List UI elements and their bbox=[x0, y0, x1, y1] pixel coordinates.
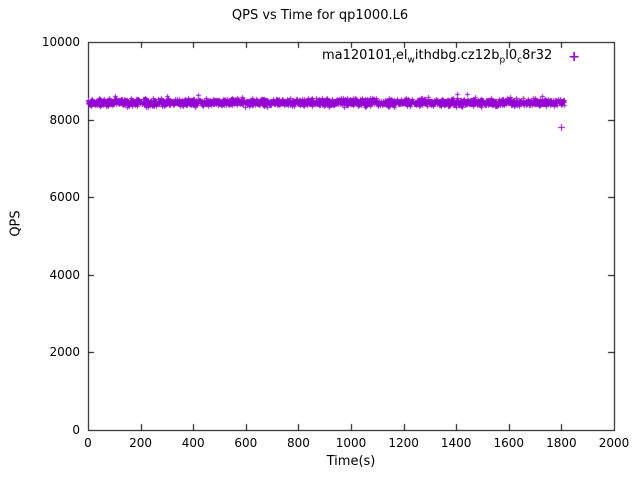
x-tick-label: 400 bbox=[181, 436, 205, 450]
x-tick-label: 600 bbox=[234, 436, 258, 450]
y-tick-label: 6000 bbox=[49, 190, 80, 205]
x-tick-label: 1800 bbox=[546, 436, 577, 450]
legend-entry-label: ma120101relwithdbg.cz12bpl0c8r32 bbox=[321, 48, 553, 66]
y-tick-label: 8000 bbox=[49, 112, 80, 127]
legend-subscript: c bbox=[517, 55, 523, 66]
y-tick-label: 0 bbox=[72, 423, 80, 437]
x-tick-label: 2000 bbox=[598, 436, 630, 450]
x-tick-label: 1200 bbox=[388, 436, 419, 450]
x-tick-label: 1600 bbox=[493, 436, 525, 450]
x-tick-label: 1400 bbox=[440, 436, 472, 450]
y-tick-label: 10000 bbox=[41, 35, 80, 49]
legend: ma120101relwithdbg.cz12bpl0c8r32 + bbox=[322, 48, 580, 66]
x-tick-label: 0 bbox=[84, 436, 92, 450]
x-tick-label: 1000 bbox=[335, 436, 367, 450]
legend-plus-marker-icon: + bbox=[568, 48, 580, 65]
x-tick-label: 800 bbox=[286, 436, 310, 450]
legend-subscript: r bbox=[392, 55, 396, 66]
x-tick-label: 200 bbox=[129, 436, 153, 450]
chart-title: QPS vs Time for qp1000.L6 bbox=[231, 8, 409, 23]
legend-subscript: p bbox=[499, 55, 506, 66]
y-tick-label: 2000 bbox=[49, 345, 80, 360]
legend-subscript: w bbox=[407, 55, 415, 66]
x-axis-label: Time(s) bbox=[326, 454, 376, 469]
y-tick-label: 4000 bbox=[49, 267, 80, 282]
